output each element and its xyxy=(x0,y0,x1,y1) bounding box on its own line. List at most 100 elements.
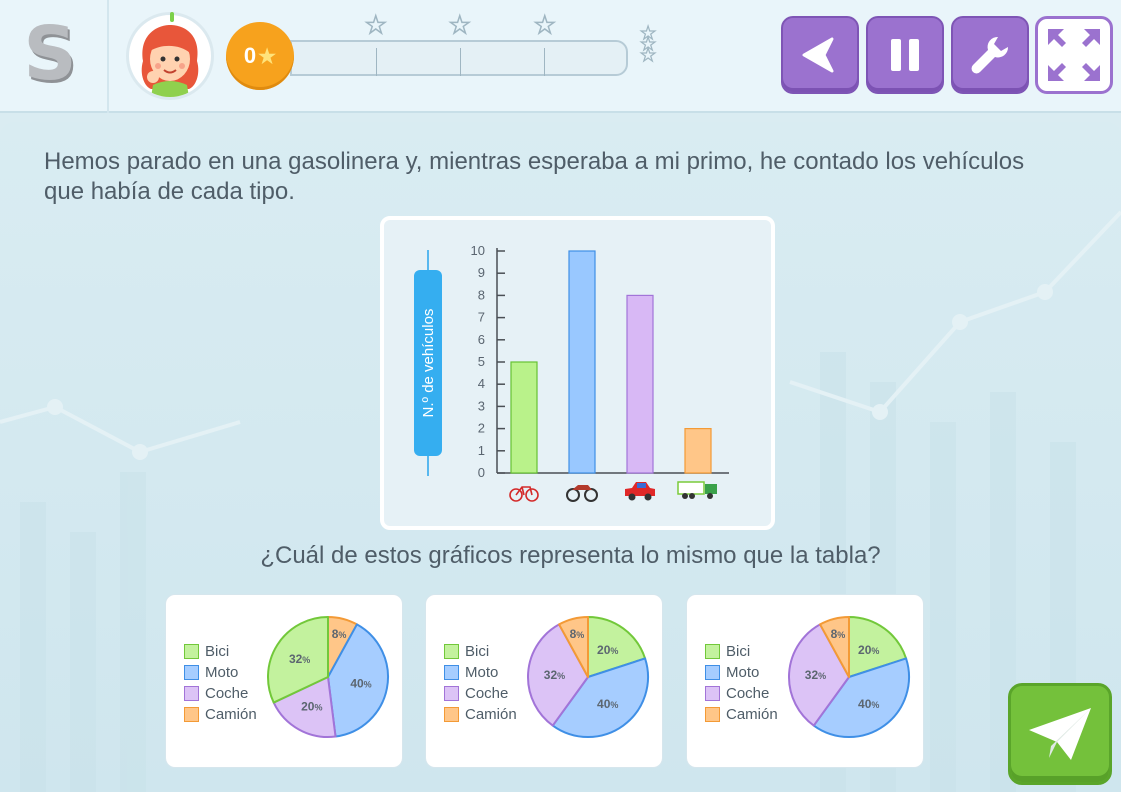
pie-legend: Bici Moto Coche Camión xyxy=(705,641,778,725)
legend-item: Coche xyxy=(444,683,517,704)
y-tick-label: 1 xyxy=(478,443,485,458)
pie-chart: 20% 40% 32% 8% xyxy=(788,616,910,738)
legend-swatch xyxy=(705,707,720,722)
slice-label: 32% xyxy=(805,668,826,682)
top-bar: S 0 ★ ★ ★ ★ ★ ★ ★ xyxy=(0,0,1121,113)
pause-icon xyxy=(891,39,919,71)
legend-item: Camión xyxy=(444,704,517,725)
slice-label: 32% xyxy=(289,652,310,666)
slice-label: 40% xyxy=(597,697,618,711)
legend-label: Moto xyxy=(205,664,239,681)
pie-slice xyxy=(812,657,910,738)
score-coin: 0 ★ xyxy=(226,22,294,90)
slice-label: 20% xyxy=(597,643,618,657)
answer-option-2[interactable]: Bici Moto Coche Camión 20% 40% 32% 8% xyxy=(425,594,663,768)
pie-slice xyxy=(267,616,329,704)
pie-slice xyxy=(587,616,647,678)
y-tick-label: 8 xyxy=(478,287,485,302)
legend-label: Moto xyxy=(726,664,760,681)
milestone-star-icon: ★ xyxy=(533,12,556,39)
legend-item: Camión xyxy=(705,704,778,725)
y-tick-label: 3 xyxy=(478,398,485,413)
legend-label: Camión xyxy=(205,706,257,723)
legend-item: Coche xyxy=(705,683,778,704)
pie-slice xyxy=(848,616,908,678)
answer-option-3[interactable]: Bici Moto Coche Camión 20% 40% 32% 8% xyxy=(686,594,924,768)
legend-swatch xyxy=(444,707,459,722)
slice-label: 8% xyxy=(831,627,846,641)
pie-chart: 20% 40% 32% 8% xyxy=(527,616,649,738)
y-tick-label: 6 xyxy=(478,332,485,347)
app-logo: S xyxy=(23,11,77,97)
slice-label: 40% xyxy=(350,676,371,690)
milestone-star-icon: ★ xyxy=(448,12,471,39)
legend-swatch xyxy=(705,686,720,701)
legend-item: Bici xyxy=(184,641,257,662)
legend-item: Bici xyxy=(444,641,517,662)
pie-legend: Bici Moto Coche Camión xyxy=(444,641,517,725)
legend-label: Coche xyxy=(465,685,509,702)
send-button[interactable] xyxy=(1008,683,1112,785)
legend-swatch xyxy=(184,665,199,680)
bar xyxy=(510,361,538,474)
pause-button[interactable] xyxy=(866,16,944,94)
legend-item: Bici xyxy=(705,641,778,662)
expand-icon xyxy=(1048,29,1100,81)
legend-item: Coche xyxy=(184,683,257,704)
ylabel-pill xyxy=(414,270,442,456)
y-tick-label: 9 xyxy=(478,265,485,280)
legend-label: Moto xyxy=(465,664,499,681)
score-value: 0 xyxy=(243,43,257,68)
legend-item: Moto xyxy=(184,662,257,683)
legend-item: Moto xyxy=(705,662,778,683)
legend-label: Coche xyxy=(205,685,249,702)
legend-swatch xyxy=(705,665,720,680)
pie-slice xyxy=(327,623,389,738)
sub-question: ¿Cuál de estos gráficos representa lo mi… xyxy=(260,542,881,569)
back-arrow-icon xyxy=(802,37,834,73)
pie-slice xyxy=(788,623,850,727)
exercise-panel: Hemos parado en una gasolinera y, mientr… xyxy=(0,122,1121,792)
pie-slice xyxy=(551,657,649,738)
milestone-star-icon: ★ xyxy=(364,12,387,39)
progress-mark xyxy=(544,48,545,76)
bar-chart-card: N.º de vehículos 0 1 2 3 4 5 6 7 8 9 10 xyxy=(380,216,775,530)
legend-label: Camión xyxy=(465,706,517,723)
settings-button[interactable] xyxy=(951,16,1029,94)
pie-slice xyxy=(819,616,850,678)
pie-chart: 8% 40% 20% 32% xyxy=(267,616,389,738)
y-tick-label: 7 xyxy=(478,310,485,325)
legend-label: Coche xyxy=(726,685,770,702)
girl-avatar-icon xyxy=(141,25,199,97)
legend-item: Moto xyxy=(444,662,517,683)
legend-swatch xyxy=(444,665,459,680)
back-button[interactable] xyxy=(781,16,859,94)
y-tick-label: 10 xyxy=(471,243,485,258)
answer-option-1[interactable]: Bici Moto Coche Camión 8% 40% 20% 32% xyxy=(165,594,403,768)
truck-icon xyxy=(677,481,717,499)
y-tick-label: 4 xyxy=(478,376,485,391)
legend-label: Bici xyxy=(465,643,490,660)
wrench-icon xyxy=(971,36,1009,74)
progress-mark xyxy=(460,48,461,76)
pie-legend: Bici Moto Coche Camión xyxy=(184,641,257,725)
legend-swatch xyxy=(184,707,199,722)
legend-swatch xyxy=(184,644,199,659)
legend-label: Bici xyxy=(205,643,230,660)
bicycle-icon xyxy=(509,486,539,502)
slice-label: 8% xyxy=(570,627,585,641)
paper-plane-icon xyxy=(1029,708,1091,760)
car-icon xyxy=(625,482,655,501)
pie-slice xyxy=(527,623,589,727)
bar xyxy=(684,428,712,474)
legend-swatch xyxy=(444,644,459,659)
fullscreen-button[interactable] xyxy=(1035,16,1113,94)
slice-label: 32% xyxy=(544,668,565,682)
progress-bar xyxy=(290,40,628,76)
pie-slice xyxy=(558,616,589,678)
avatar-progress-tick xyxy=(170,12,174,22)
avatar[interactable] xyxy=(126,12,214,100)
stacked-stars-icon: ★ ★ ★ xyxy=(639,23,657,65)
legend-label: Bici xyxy=(726,643,751,660)
bar xyxy=(568,250,596,474)
